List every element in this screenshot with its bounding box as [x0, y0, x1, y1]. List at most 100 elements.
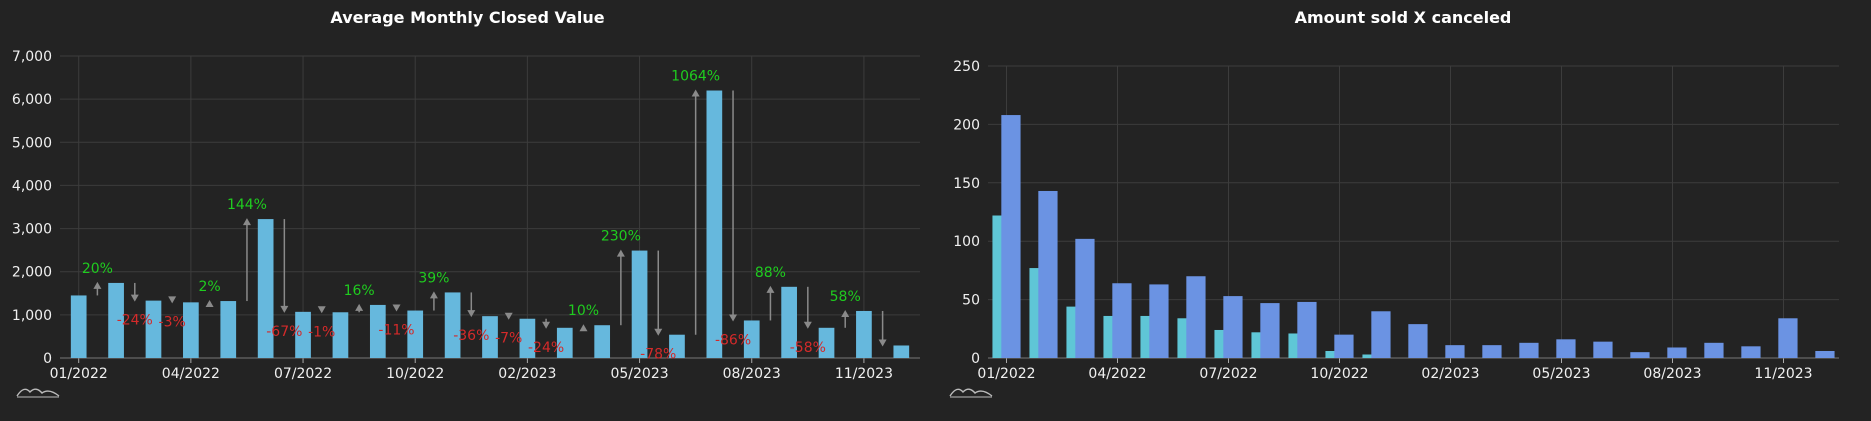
change-label: 58%: [830, 289, 861, 305]
x-tick-label: 10/2022: [386, 366, 444, 382]
bar: [519, 318, 536, 358]
left-chart-title: Average Monthly Closed Value: [330, 8, 605, 27]
bar-series-2: [1630, 352, 1650, 358]
change-label: -11%: [378, 323, 414, 339]
change-arrowhead: [205, 300, 214, 308]
bar-series-2: [1556, 339, 1576, 358]
bar: [332, 312, 349, 358]
change-arrowhead: [654, 328, 663, 336]
x-tick-label: 05/2023: [1532, 366, 1590, 382]
change-label: -36%: [453, 328, 489, 344]
bar-series-2: [1112, 283, 1132, 358]
bar-series-2: [1778, 318, 1798, 358]
left-chart-panel: Average Monthly Closed Value 0 1,000 2,000…: [0, 0, 935, 421]
bar: [369, 304, 386, 358]
y-tick-label: 200: [953, 117, 980, 133]
bar-series-2: [1741, 346, 1761, 358]
y-tick-label: 0: [43, 351, 52, 367]
change-arrowhead: [579, 324, 588, 332]
bar: [482, 316, 498, 358]
change-label: 16%: [344, 283, 375, 299]
x-tick-label: 04/2022: [1088, 366, 1146, 382]
bar-series-2: [1075, 238, 1095, 358]
change-label: -24%: [117, 313, 153, 329]
change-arrowhead: [841, 309, 850, 317]
bar: [257, 219, 274, 358]
change-arrowhead: [616, 249, 625, 257]
y-tick-label: 3,000: [12, 222, 52, 238]
bar: [631, 250, 648, 358]
change-arrowhead: [542, 321, 551, 329]
bar: [556, 327, 573, 358]
x-tick-label: 04/2022: [162, 366, 220, 382]
change-arrowhead: [429, 291, 438, 299]
change-arrowhead: [317, 306, 326, 314]
bar-series-2: [1482, 345, 1502, 358]
right-bar-chart: 0 50 100 150 200 250 01/2022 04/2022 07/2022 10/2…: [953, 59, 1839, 382]
change-label: -86%: [715, 332, 751, 348]
bar: [781, 286, 797, 358]
right-chart-title: Amount sold X canceled: [1294, 8, 1512, 27]
x-tick-label: 05/2023: [610, 366, 668, 382]
y-tick-label: 6,000: [12, 92, 52, 108]
y-tick-label: 5,000: [12, 135, 52, 151]
x-tick-label: 01/2022: [50, 366, 108, 382]
bar: [220, 301, 237, 358]
change-label: 230%: [601, 229, 641, 245]
bar-series-2: [1815, 350, 1835, 358]
chart-logo-icon: [16, 388, 60, 398]
bar: [183, 302, 199, 358]
x-tick-label: 07/2022: [1199, 366, 1257, 382]
x-tick-label: 08/2023: [723, 366, 781, 382]
right-chart-panel: Amount sold X canceled 0 50 100 150 200 250 01…: [935, 0, 1871, 421]
bar-series-2: [1260, 303, 1280, 358]
bar-series-2: [1334, 334, 1354, 358]
bar-series-2: [1001, 115, 1021, 358]
bar: [818, 327, 835, 358]
change-label: -24%: [528, 340, 564, 356]
change-label: -58%: [790, 340, 826, 356]
change-arrowhead: [878, 339, 887, 347]
change-label: -7%: [495, 331, 522, 347]
change-label: 88%: [755, 265, 786, 281]
chart-logo-icon: [949, 388, 993, 398]
bar-series-2: [1186, 276, 1206, 358]
bar: [145, 300, 162, 358]
bar: [893, 345, 910, 358]
x-tick-label: 10/2022: [1310, 366, 1368, 382]
bar-series-2: [1149, 284, 1169, 358]
bar-series-2: [1223, 296, 1243, 358]
bar-series-2: [1297, 301, 1317, 358]
x-tick-label: 01/2022: [977, 366, 1035, 382]
y-tick-label: 0: [971, 351, 980, 367]
bar: [70, 295, 87, 358]
x-tick-label: 11/2023: [835, 366, 893, 382]
bar: [444, 292, 461, 358]
bar-series-2: [1593, 341, 1613, 358]
bar-series-2: [1371, 311, 1391, 358]
x-tick-label: 02/2023: [1421, 366, 1479, 382]
bar: [295, 311, 311, 358]
bar-series-2: [1408, 324, 1428, 358]
change-label: -67%: [266, 324, 302, 340]
x-tick-label: 08/2023: [1643, 366, 1701, 382]
x-tick-label: 11/2023: [1754, 366, 1812, 382]
y-tick-label: 100: [953, 234, 980, 250]
change-label: -3%: [159, 314, 186, 330]
change-arrowhead: [280, 305, 289, 313]
change-arrowhead: [467, 310, 476, 318]
change-arrowhead: [93, 281, 102, 289]
change-label: -1%: [308, 324, 335, 340]
change-label: 20%: [82, 261, 113, 277]
bar: [108, 282, 124, 358]
bar: [743, 320, 760, 358]
bar-series-2: [1704, 342, 1724, 358]
change-label: 10%: [568, 303, 599, 319]
y-tick-label: 7,000: [12, 49, 52, 65]
bar-series-2: [1445, 345, 1465, 358]
change-arrowhead: [691, 89, 700, 97]
change-label: 2%: [198, 279, 220, 295]
change-arrowhead: [766, 285, 775, 293]
y-tick-label: 1,000: [12, 308, 52, 324]
change-arrowhead: [168, 296, 177, 304]
